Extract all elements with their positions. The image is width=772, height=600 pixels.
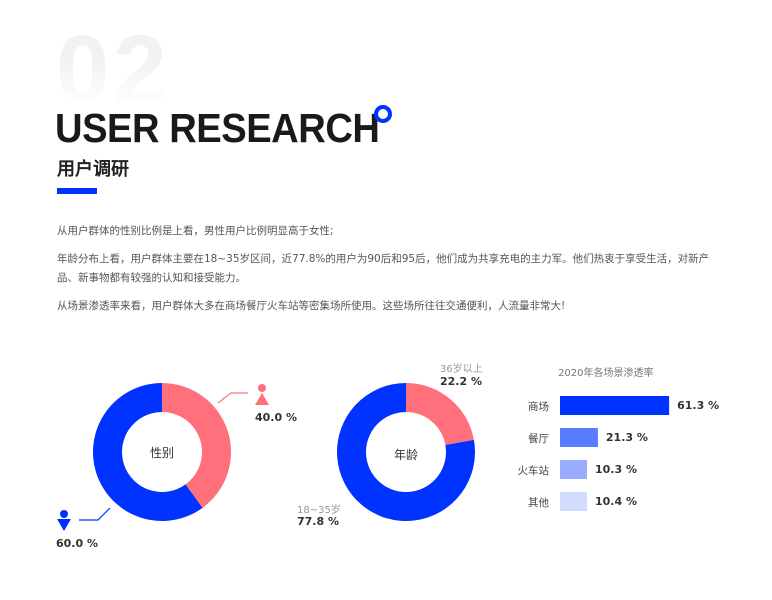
age-donut (336, 383, 475, 521)
female-leader-line (217, 392, 248, 404)
paragraph-scene: 从场景渗透率来看，用户群体大多在商场餐厅火车站等密集场所使用。这些场所往往交通便… (57, 300, 566, 312)
donut-slice (93, 383, 203, 521)
paragraph-gender: 从用户群体的性别比例是上看，男性用户比例明显高于女性; (57, 225, 334, 237)
female-icon (255, 384, 269, 405)
bar-value-label: 61.3 % (677, 399, 720, 412)
donut-slice (336, 383, 475, 521)
bar-value-label: 21.3 % (605, 431, 648, 444)
page-title: USER RESEARCH (55, 105, 380, 151)
section-number: 02 (56, 16, 171, 123)
bar (560, 460, 587, 479)
bar-category-label: 其他 (528, 497, 549, 509)
age-18-35-label: 18~35岁 (297, 505, 341, 516)
bar-category-label: 火车站 (517, 465, 550, 477)
bar (560, 428, 598, 447)
male-value: 60.0 % (56, 537, 98, 550)
donut-slice (162, 383, 232, 508)
gender-donut-title: 性别 (150, 446, 175, 460)
bar-value-label: 10.3 % (595, 463, 637, 476)
age-36-plus-label: 36岁以上 (440, 364, 483, 375)
bar (560, 492, 587, 511)
paragraph-age: 年龄分布上看，用户群体主要在18~35岁区间，近77.8%的用户为90后和95后… (57, 253, 710, 284)
age-donut-title: 年龄 (394, 448, 419, 462)
bar-chart-title: 2020年各场景渗透率 (558, 368, 654, 379)
age-36-plus-value: 22.2 % (440, 375, 482, 388)
bar-value-label: 10.4 % (595, 495, 637, 508)
accent-bar (57, 188, 97, 194)
female-value: 40.0 % (255, 411, 297, 424)
donut-slice (406, 383, 474, 445)
male-icon (57, 510, 71, 531)
bar (560, 396, 670, 415)
page-subtitle: 用户调研 (57, 159, 129, 180)
age-18-35-value: 77.8 % (297, 515, 339, 528)
bar-category-label: 商场 (528, 401, 549, 413)
scene-bar-chart (560, 396, 670, 511)
gender-donut (93, 383, 232, 521)
male-leader-line (79, 507, 111, 521)
bar-category-label: 餐厅 (528, 433, 549, 445)
circle-decoration-icon (374, 105, 392, 123)
